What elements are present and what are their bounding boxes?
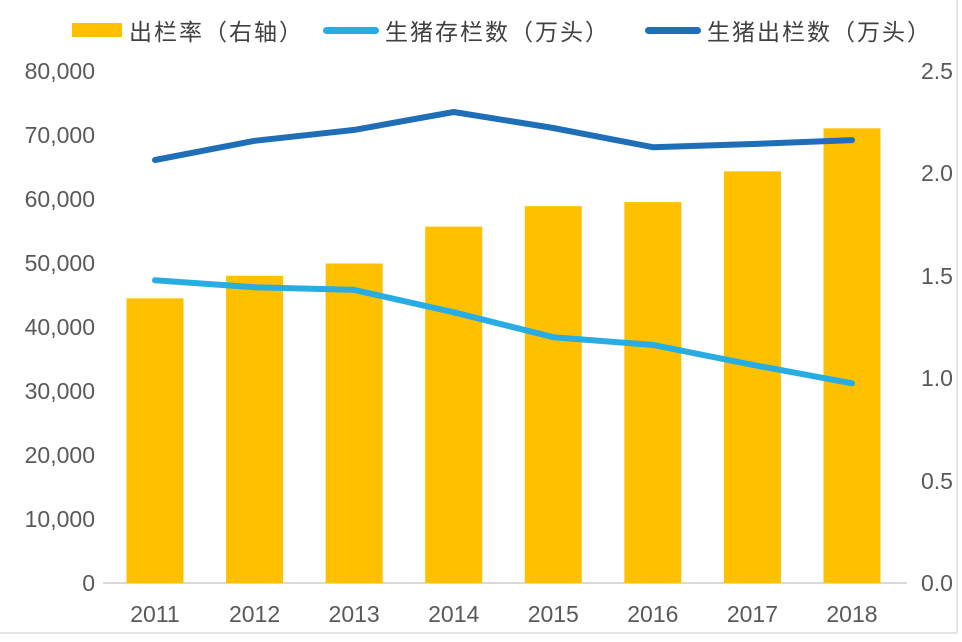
legend-label-pig-output: 生猪出栏数（万头） <box>707 19 932 45</box>
left-axis-tick-70,000: 70,000 <box>24 122 95 148</box>
x-axis-label-2016: 2016 <box>627 601 679 627</box>
left-axis-tick-50,000: 50,000 <box>24 250 95 276</box>
legend-item-slaughter-rate: 出栏率（右轴） <box>72 16 304 45</box>
left-axis-tick-60,000: 60,000 <box>24 186 95 212</box>
right-axis-tick-2.5: 2.5 <box>921 58 953 84</box>
left-axis-tick-0: 0 <box>82 570 95 596</box>
x-axis-label-2012: 2012 <box>228 601 281 627</box>
bar-2011 <box>126 298 184 583</box>
right-axis-tick-1.0: 1.0 <box>921 365 953 392</box>
right-axis-tick-1.5: 1.5 <box>921 262 953 289</box>
left-axis-tick-10,000: 10,000 <box>24 506 95 532</box>
legend-item-pig-output: 生猪出栏数（万头） <box>645 16 932 45</box>
bar-2015 <box>524 206 582 583</box>
x-axis-label-2014: 2014 <box>428 601 480 627</box>
bar-2016 <box>624 202 682 583</box>
x-axis-label-2013: 2013 <box>328 601 380 627</box>
left-axis-tick-40,000: 40,000 <box>24 314 95 340</box>
bar-legend-swatch <box>72 23 122 37</box>
bar-2013 <box>325 263 383 583</box>
legend-label-slaughter-rate: 出栏率（右轴） <box>129 19 304 45</box>
line-legend-swatch-output <box>645 26 701 34</box>
line-legend-swatch-inventory <box>323 26 379 34</box>
x-axis-label-2011: 2011 <box>130 601 180 627</box>
left-axis-tick-30,000: 30,000 <box>24 378 95 404</box>
inventory-line <box>152 277 855 387</box>
x-axis-label-2015: 2015 <box>527 601 579 627</box>
bar-2014 <box>425 226 483 583</box>
left-axis-tick-20,000: 20,000 <box>24 442 95 468</box>
legend-item-pig-inventory: 生猪存栏数（万头） <box>323 16 610 45</box>
x-axis-label-2018: 2018 <box>826 601 878 627</box>
legend-label-pig-inventory: 生猪存栏数（万头） <box>385 19 610 45</box>
left-axis-tick-80,000: 80,000 <box>24 58 95 84</box>
right-axis-tick-0.5: 0.5 <box>921 467 953 494</box>
x-axis-label-2017: 2017 <box>726 601 778 627</box>
bar-2012 <box>226 275 284 583</box>
right-axis-tick-0.0: 0.0 <box>921 570 953 596</box>
bar-2018 <box>823 128 881 583</box>
right-axis-tick-2.0: 2.0 <box>921 160 953 187</box>
output-line <box>152 109 855 163</box>
bar-2017 <box>723 171 781 584</box>
